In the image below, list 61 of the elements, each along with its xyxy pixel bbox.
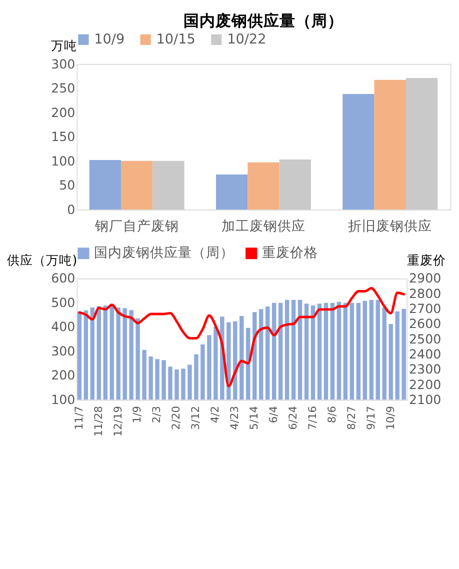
bar [216, 174, 248, 210]
x-tick-label: 2/20 [170, 406, 183, 430]
bar [89, 160, 121, 210]
y-tick-label: 250 [51, 80, 76, 96]
y-tick-label: 300 [51, 56, 76, 72]
y-axis-title: 供应（万吨) [7, 252, 78, 268]
y2-tick-label: 2500 [409, 331, 442, 346]
y2-tick-label: 2200 [409, 376, 442, 392]
legend-label: 国内废钢供应量（周） [94, 245, 234, 262]
bar [152, 160, 184, 210]
x-tick-label: 3/12 [189, 406, 202, 430]
x-tick-label: 9/17 [364, 406, 378, 430]
x-tick-label: 10/9 [384, 406, 397, 430]
x-tick-label: 8/27 [344, 406, 358, 430]
x-tick-label: 加工废钢供应 [221, 218, 306, 234]
y-tick-label: 400 [51, 319, 76, 334]
y-tick-label: 100 [51, 392, 76, 408]
y-tick-label: 200 [51, 104, 76, 120]
bar [279, 159, 311, 210]
y-tick-label: 150 [51, 129, 76, 144]
x-tick-label: 6/24 [286, 406, 300, 430]
y-tick-label: 50 [59, 178, 76, 193]
y2-axis-title: 重废价 [407, 252, 446, 268]
x-tick-label: 12/19 [111, 406, 124, 437]
y2-tick-label: 2400 [409, 346, 442, 362]
y-tick-label: 0 [67, 202, 76, 217]
bar [406, 78, 438, 210]
x-tick-label: 11/7 [72, 406, 86, 430]
y2-tick-label: 2800 [409, 286, 442, 301]
x-tick-label: 8/6 [325, 406, 338, 424]
x-tick-label: 4/23 [228, 406, 242, 430]
x-tick-label: 7/16 [306, 406, 319, 430]
bar [342, 94, 374, 210]
x-tick-label: 11/28 [92, 406, 105, 437]
y-tick-label: 200 [51, 368, 76, 383]
y-tick-label: 500 [51, 294, 76, 310]
x-tick-label: 折旧废钢供应 [348, 218, 432, 234]
legend-label: 10/22 [227, 32, 266, 48]
y2-tick-label: 2300 [409, 362, 442, 377]
y-tick-label: 100 [51, 153, 76, 168]
y-tick-label: 600 [51, 270, 76, 286]
y2-tick-label: 2900 [409, 270, 442, 286]
legend-label: 10/9 [94, 32, 125, 48]
x-tick-label: 6/4 [266, 406, 280, 424]
legend-label: 重废价格 [262, 245, 318, 262]
chart-title: 国内废钢供应量（周） [183, 11, 344, 30]
y2-tick-label: 2700 [409, 301, 442, 316]
bar [248, 162, 280, 210]
y-tick-label: 300 [51, 343, 76, 358]
y2-tick-label: 2600 [409, 316, 442, 332]
x-tick-label: 1/9 [130, 406, 144, 424]
bar [120, 160, 153, 210]
x-tick-label: 钢厂自产废钢 [94, 218, 179, 234]
x-tick-label: 4/2 [208, 406, 222, 424]
line-series [78, 286, 406, 388]
x-tick-label: 5/14 [248, 406, 261, 430]
bar [374, 80, 406, 210]
legend-label: 10/15 [156, 32, 196, 48]
y2-tick-label: 2100 [409, 392, 442, 408]
y-axis-title: 万吨 [51, 38, 78, 53]
x-tick-label: 2/3 [150, 406, 164, 424]
